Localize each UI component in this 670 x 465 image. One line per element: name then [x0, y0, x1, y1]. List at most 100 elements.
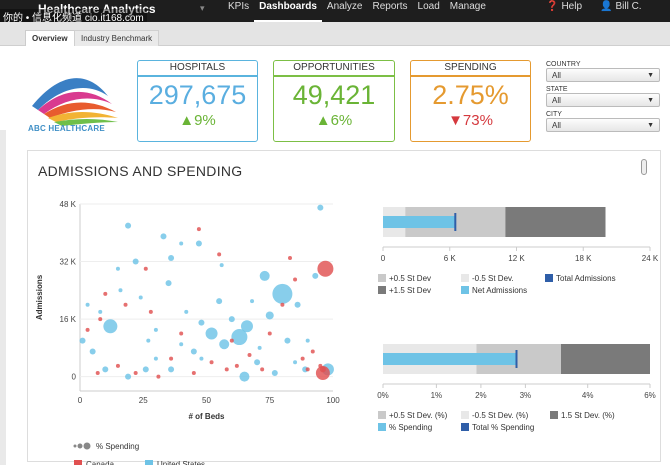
bullet-tick-label: 3%: [520, 391, 532, 400]
chevron-down-icon: ▼: [647, 71, 654, 79]
data-point-us: [317, 204, 324, 211]
data-point-us: [293, 360, 298, 365]
panel-title: ADMISSIONS AND SPENDING: [38, 163, 243, 179]
y-tick-label: 48 K: [60, 200, 77, 209]
data-point-us: [160, 233, 167, 240]
data-point-us: [138, 295, 143, 300]
kpi-card-spending[interactable]: SPENDING 2.75% ▼73%: [410, 60, 531, 142]
data-point-us: [184, 309, 189, 314]
data-point-us: [305, 338, 310, 343]
city-select[interactable]: All ▼: [546, 118, 660, 132]
user-name: Bill C.: [615, 1, 642, 12]
data-point-us: [219, 339, 230, 350]
size-legend-icon: [77, 443, 83, 449]
data-point-canada: [305, 367, 310, 372]
data-point-canada: [310, 349, 315, 354]
data-point-canada: [95, 371, 100, 376]
bullet-band: [505, 207, 606, 237]
data-point-us: [146, 338, 151, 343]
bullet-legend-label: +0.5 St Dev: [389, 274, 431, 283]
data-point-canada: [98, 317, 103, 322]
kpi-value: 297,675: [148, 80, 247, 110]
data-point-us: [259, 270, 270, 281]
user-menu[interactable]: 👤 Bill C.: [600, 0, 642, 14]
country-label: COUNTRY: [546, 61, 581, 68]
kpi-card-hospitals[interactable]: HOSPITALS 297,675 ▲9%: [137, 60, 258, 142]
legend-swatch-us: [145, 460, 153, 465]
data-point-us: [239, 371, 250, 382]
kpi-title: HOSPITALS: [138, 61, 257, 77]
scatter-chart: 0 16 K 32 K 48 K 0 25 50 75 100 # of Beds Admissio…: [35, 200, 340, 465]
kpi-card-opportunities[interactable]: OPPORTUNITIES 49,421 ▲6%: [273, 60, 395, 142]
bullet-legend-swatch: [378, 423, 386, 431]
y-axis-label: Admissions: [35, 274, 44, 320]
data-point-us: [168, 254, 175, 261]
bullet-measure-bar: [383, 216, 456, 228]
data-point-canada: [317, 260, 334, 277]
logo-text: ABC HEALTHCARE: [28, 124, 105, 133]
data-point-us: [272, 283, 293, 304]
help-link[interactable]: ❓ Help: [546, 0, 582, 14]
kpi-title: SPENDING: [411, 61, 530, 77]
data-point-us: [142, 366, 149, 373]
bullet-legend-swatch: [545, 274, 553, 282]
data-point-us: [190, 348, 197, 355]
app-brand[interactable]: Healthcare Analytics: [38, 2, 156, 16]
kpi-change-up: ▲6%: [315, 112, 353, 129]
bullet-target-marker: [515, 350, 518, 368]
nav-manage[interactable]: Manage: [449, 1, 486, 12]
tab-overview[interactable]: Overview: [25, 30, 75, 46]
x-axis-label: # of Beds: [188, 412, 225, 421]
tab-industry-benchmark[interactable]: Industry Benchmark: [74, 30, 160, 46]
data-point-canada: [318, 363, 323, 368]
data-point-canada: [293, 277, 298, 282]
legend-label-us: United States: [157, 460, 205, 465]
top-bar: Healthcare Analytics ▾ 你的 • 信息化频道 cio.it…: [0, 0, 670, 24]
data-point-canada: [133, 371, 138, 376]
data-point-us: [198, 319, 205, 326]
data-point-us: [284, 337, 291, 344]
state-select[interactable]: All ▼: [546, 93, 660, 107]
data-point-canada: [191, 371, 196, 376]
data-point-canada: [315, 366, 330, 381]
bullet-legend-label: Net Admissions: [472, 286, 527, 295]
size-legend-icon: [83, 442, 91, 450]
y-tick-label: 16 K: [60, 315, 77, 324]
bullet-legend-swatch: [461, 274, 469, 282]
bullet-charts: 0 6 K 12 K 18 K 24 K +0.5 St Dev -0.5 St Dev. T…: [377, 207, 659, 432]
data-point-canada: [85, 327, 90, 332]
data-point-us: [102, 366, 109, 373]
data-point-canada: [196, 227, 201, 232]
data-point-us: [115, 266, 120, 271]
data-point-canada: [103, 291, 108, 296]
chevron-down-icon[interactable]: ▾: [200, 3, 205, 13]
state-label: STATE: [546, 86, 568, 93]
data-point-canada: [229, 338, 234, 343]
panel-scrollbar[interactable]: [641, 159, 647, 175]
data-point-us: [240, 320, 253, 333]
bullet-tick-label: 6%: [644, 391, 656, 400]
kpi-value: 2.75%: [432, 80, 509, 110]
data-point-us: [216, 298, 223, 305]
bullet-target-marker: [454, 213, 457, 231]
data-point-canada: [287, 255, 292, 260]
data-point-canada: [300, 356, 305, 361]
nav-load[interactable]: Load: [417, 1, 440, 12]
kpi-title: OPPORTUNITIES: [274, 61, 394, 77]
bullet-tick-label: 2%: [475, 391, 487, 400]
nav-dashboards[interactable]: Dashboards: [254, 0, 322, 22]
data-point-canada: [156, 374, 161, 379]
nav-reports[interactable]: Reports: [372, 1, 408, 12]
x-tick-label: 25: [139, 396, 148, 405]
nav-kpis[interactable]: KPIs: [228, 1, 250, 12]
nav-analyze[interactable]: Analyze: [326, 1, 363, 12]
legend-swatch-canada: [74, 460, 82, 465]
x-tick-label: 0: [78, 396, 83, 405]
data-point-us: [125, 222, 132, 229]
bullet-legend-label: Total Admissions: [556, 274, 616, 283]
help-label: Help: [561, 1, 583, 12]
bullet-tick-label: 6 K: [444, 254, 457, 263]
data-point-us: [199, 356, 204, 361]
country-select[interactable]: All ▼: [546, 68, 660, 82]
abc-healthcare-logo: [32, 78, 118, 126]
